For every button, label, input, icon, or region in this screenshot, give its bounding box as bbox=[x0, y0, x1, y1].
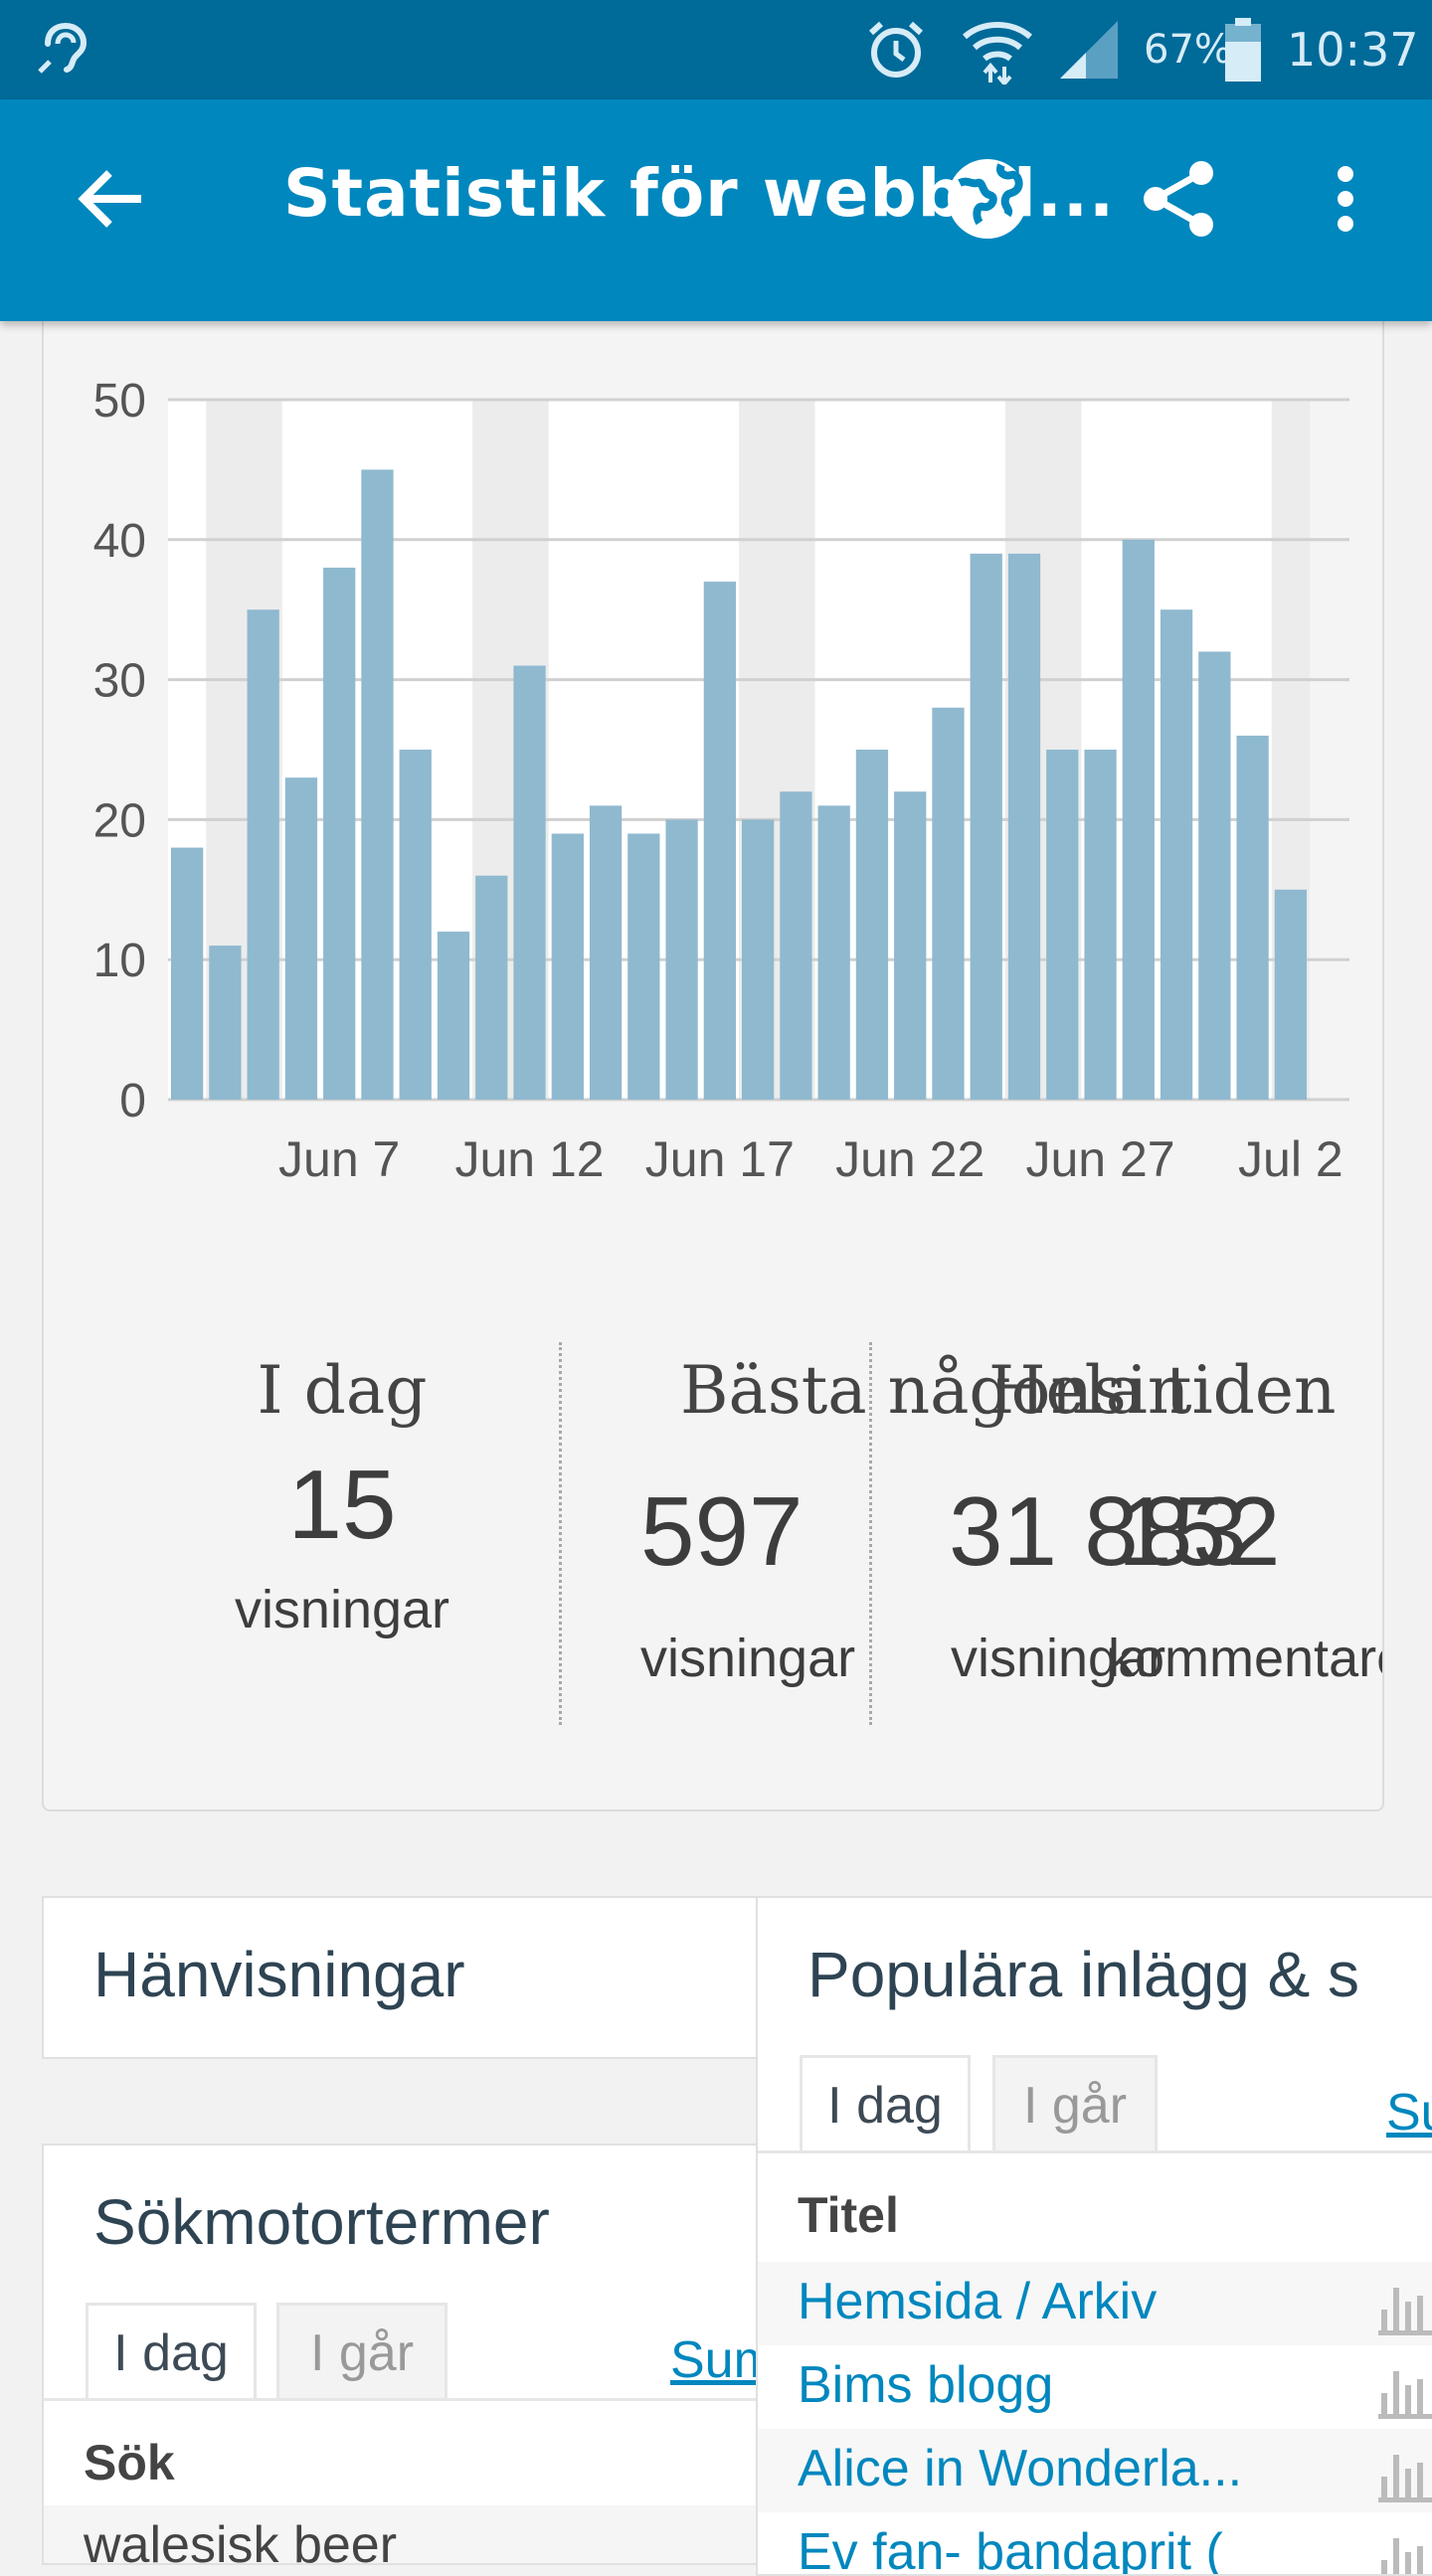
column-header-search: Sök bbox=[84, 2435, 175, 2490]
bar bbox=[1046, 750, 1079, 1100]
alarm-icon bbox=[863, 0, 929, 99]
divider bbox=[869, 1342, 872, 1725]
stat-best-label: visningar bbox=[640, 1629, 856, 1688]
hearing-aid-icon bbox=[34, 0, 90, 99]
bar bbox=[551, 833, 584, 1100]
x-tick-label: Jul 2 bbox=[1238, 1131, 1343, 1187]
bar bbox=[361, 469, 394, 1100]
x-tick-label: Jun 17 bbox=[645, 1131, 795, 1187]
popular-posts-title: Populära inlägg & s bbox=[807, 1939, 1360, 2010]
stat-today: I dag 15 visningar bbox=[153, 1352, 531, 1640]
bar bbox=[589, 805, 623, 1100]
share-icon[interactable] bbox=[1124, 144, 1233, 254]
bar bbox=[780, 791, 812, 1100]
stat-comments-label: kommentarer bbox=[1108, 1629, 1382, 1688]
bar bbox=[323, 567, 356, 1100]
clock: 10:37 bbox=[1287, 23, 1419, 77]
bar bbox=[855, 750, 889, 1100]
tab-today[interactable]: I dag bbox=[86, 2303, 257, 2401]
bar bbox=[703, 582, 736, 1100]
bar-chart-icon[interactable] bbox=[1374, 2276, 1432, 2340]
column-header-title: Titel bbox=[798, 2187, 899, 2243]
summary-link[interactable]: Sum bbox=[670, 2331, 760, 2389]
y-tick-label: 30 bbox=[93, 655, 146, 708]
bar bbox=[1160, 609, 1193, 1100]
bar-chart-icon[interactable] bbox=[1374, 2526, 1432, 2574]
bar bbox=[1084, 750, 1117, 1100]
bar bbox=[1122, 539, 1155, 1100]
x-tick-label: Jun 12 bbox=[454, 1131, 604, 1187]
stats-chart-card: 0 10 20 30 40 50 Jun 7 Jun 12 Jun 17 Jun 22 Jun 27… bbox=[42, 298, 1384, 1811]
y-tick-label: 10 bbox=[93, 935, 146, 987]
battery-icon bbox=[1223, 0, 1263, 99]
bar bbox=[209, 945, 242, 1100]
bar bbox=[1274, 889, 1307, 1100]
bar bbox=[284, 777, 318, 1100]
stat-alltime-value: 31 883 bbox=[949, 1476, 1247, 1586]
tab-today[interactable]: I dag bbox=[800, 2055, 971, 2153]
tab-yesterday[interactable]: I går bbox=[992, 2055, 1158, 2153]
bar bbox=[817, 805, 850, 1100]
stat-today-heading: I dag bbox=[257, 1352, 428, 1429]
post-link[interactable]: Ev fan- bandaprit ( bbox=[798, 2523, 1223, 2576]
app-bar: Statistik för webbpl... bbox=[0, 99, 1432, 321]
bar bbox=[1236, 735, 1269, 1100]
post-link[interactable]: Alice in Wonderla... bbox=[798, 2440, 1243, 2497]
bar bbox=[513, 665, 546, 1100]
stat-today-label: visningar bbox=[234, 1580, 450, 1639]
bar bbox=[437, 932, 470, 1100]
x-tick-label: Jun 7 bbox=[278, 1131, 400, 1187]
bar bbox=[171, 847, 204, 1100]
battery-percent: 67% bbox=[1144, 27, 1232, 73]
views-bar-chart: 0 10 20 30 40 50 Jun 7 Jun 12 Jun 17 Jun 22 Jun 27… bbox=[93, 375, 1349, 1187]
bar bbox=[1198, 651, 1231, 1100]
stat-alltime-label: visningar bbox=[951, 1629, 1166, 1688]
search-term-row: walesisk beer bbox=[84, 2516, 398, 2565]
stat-best-heading: Bästa någonsin bbox=[680, 1352, 1190, 1429]
y-tick-label: 50 bbox=[93, 375, 146, 428]
overflow-menu-icon[interactable] bbox=[1291, 144, 1400, 254]
table-row[interactable]: Bims blogg bbox=[758, 2345, 1432, 2429]
signal-icon bbox=[1056, 0, 1122, 99]
divider bbox=[559, 1342, 562, 1725]
x-tick-label: Jun 22 bbox=[835, 1131, 984, 1187]
status-bar: 67% 10:37 bbox=[0, 0, 1432, 99]
bar bbox=[475, 875, 508, 1100]
bar bbox=[665, 819, 698, 1100]
stat-comments-value: 152 bbox=[1118, 1476, 1281, 1586]
stat-alltime-heading: Hela tiden bbox=[988, 1352, 1337, 1429]
bar bbox=[970, 553, 1002, 1100]
y-tick-label: 40 bbox=[93, 515, 146, 568]
stat-today-value: 15 bbox=[287, 1450, 397, 1559]
stat-best-value: 597 bbox=[640, 1476, 804, 1586]
y-tick-label: 20 bbox=[93, 794, 146, 847]
referrers-card[interactable]: Hänvisningar bbox=[42, 1896, 762, 2059]
bar bbox=[742, 819, 775, 1100]
back-arrow-icon[interactable] bbox=[56, 144, 165, 254]
summary-link[interactable]: Su bbox=[1386, 2084, 1432, 2142]
search-terms-card: Sökmotortermer I dag I går Sum Sök wales… bbox=[42, 2144, 762, 2565]
globe-icon[interactable] bbox=[933, 144, 1042, 254]
bar bbox=[1007, 553, 1041, 1100]
wifi-icon bbox=[961, 0, 1034, 99]
search-terms-title: Sökmotortermer bbox=[93, 2186, 550, 2258]
tab-yesterday[interactable]: I går bbox=[276, 2303, 448, 2401]
table-row[interactable]: Hemsida / Arkiv bbox=[758, 2262, 1432, 2345]
post-link[interactable]: Bims blogg bbox=[798, 2356, 1054, 2414]
popular-posts-card: Populära inlägg & s I dag I går Su Titel… bbox=[756, 1896, 1432, 2576]
bar bbox=[894, 791, 927, 1100]
x-tick-label: Jun 27 bbox=[1025, 1131, 1174, 1187]
bar bbox=[932, 707, 965, 1100]
bar bbox=[627, 833, 660, 1100]
bar bbox=[247, 609, 279, 1100]
bar-chart-icon[interactable] bbox=[1374, 2443, 1432, 2507]
y-tick-label: 0 bbox=[119, 1075, 146, 1127]
table-row[interactable]: Ev fan- bandaprit ( bbox=[758, 2512, 1432, 2576]
table-row[interactable]: Alice in Wonderla... bbox=[758, 2429, 1432, 2512]
bar-chart-icon[interactable] bbox=[1374, 2359, 1432, 2424]
referrers-title: Hänvisningar bbox=[93, 1939, 465, 2010]
post-link[interactable]: Hemsida / Arkiv bbox=[798, 2273, 1158, 2330]
bar bbox=[399, 750, 432, 1100]
